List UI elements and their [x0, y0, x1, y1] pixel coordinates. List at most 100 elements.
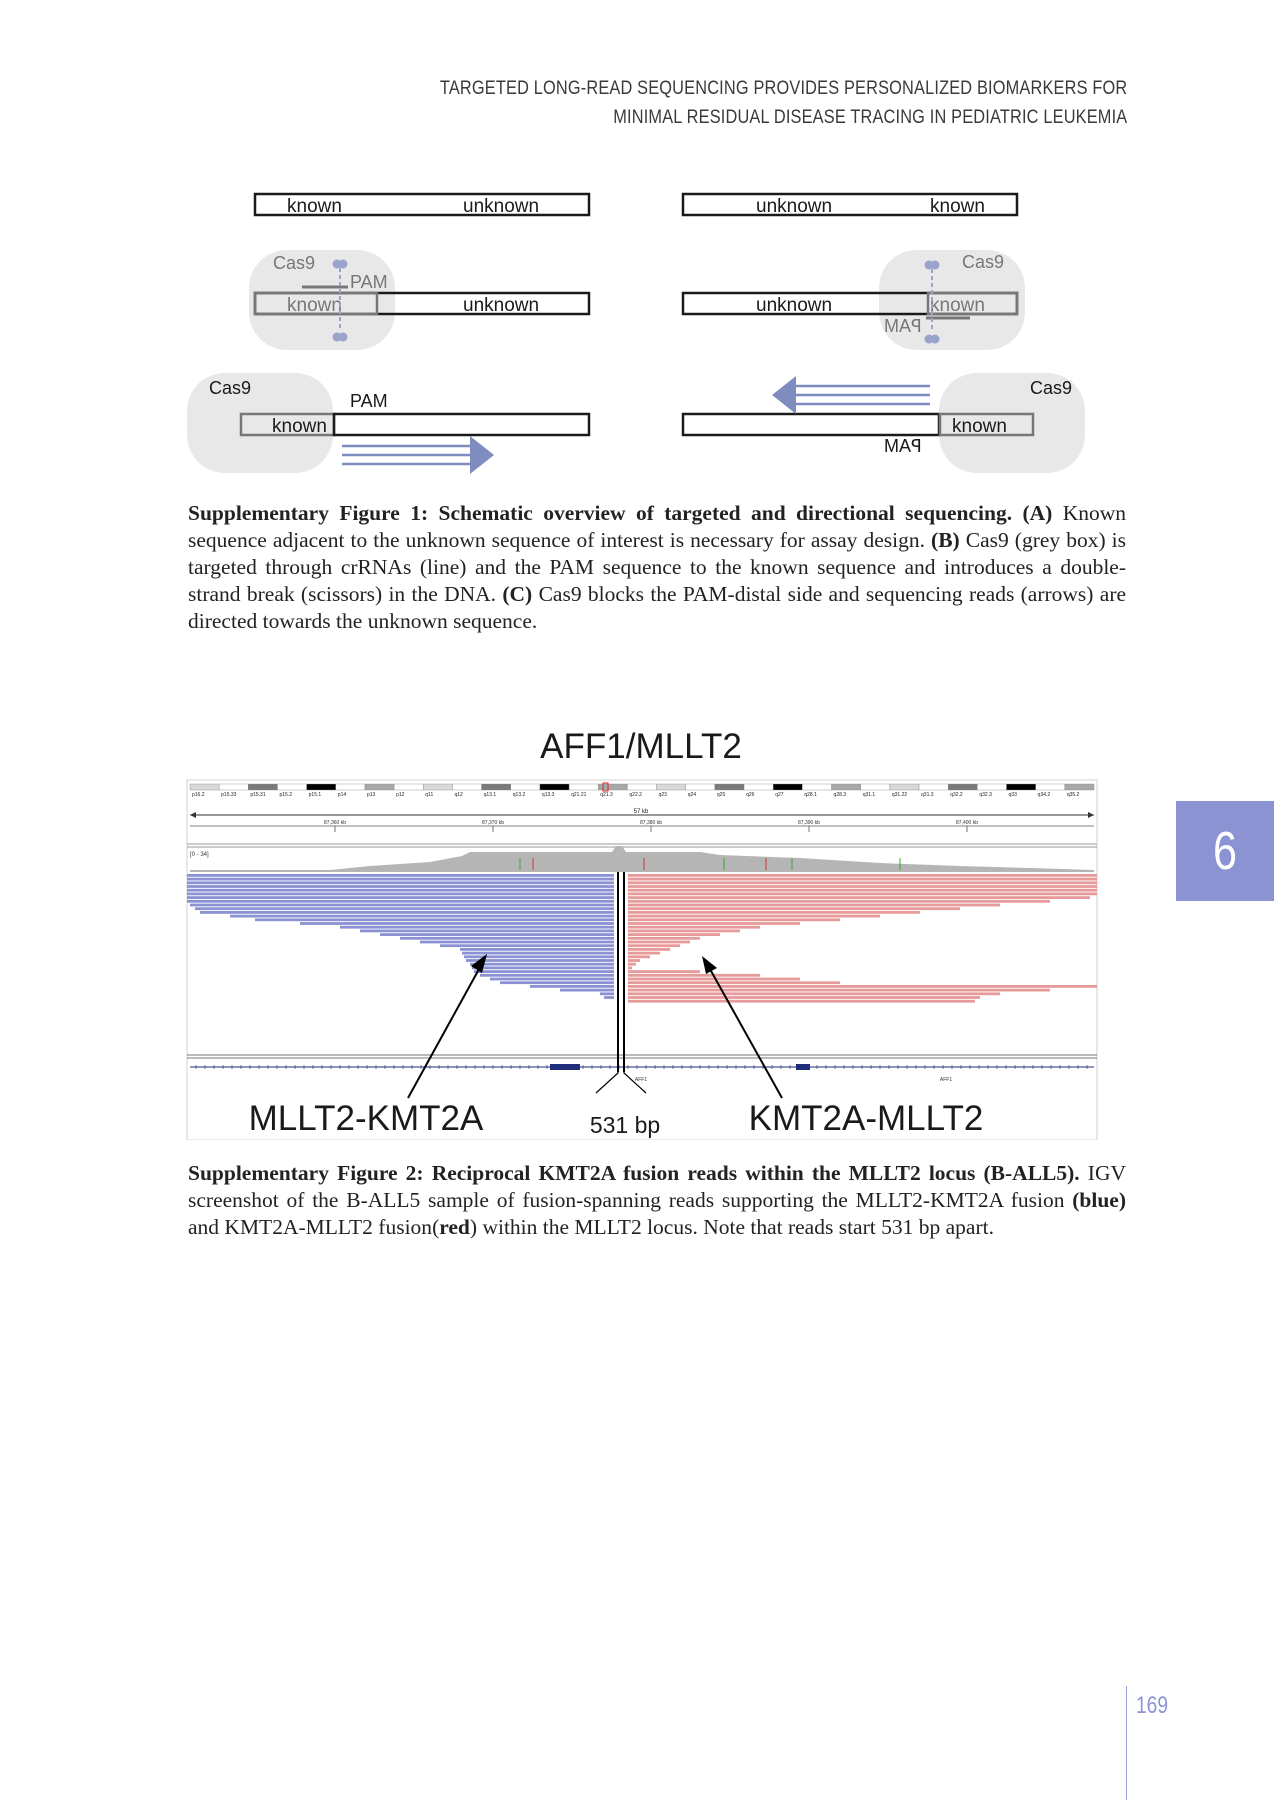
ideogram-band	[481, 783, 511, 791]
read	[628, 940, 690, 944]
figure-2-igv: AFF1/MLLT2 p16.2 p15.33 p15.31 p15.2 p15.1 p1…	[186, 727, 1098, 1140]
caption-2-label: Supplementary Figure 2: Reciprocal KMT2A…	[188, 1161, 1080, 1185]
chapter-tab: 6	[1176, 801, 1274, 901]
cas9-box	[249, 250, 395, 350]
read	[628, 896, 1090, 899]
read	[628, 996, 980, 999]
read	[200, 911, 614, 914]
read	[360, 929, 614, 933]
gene-track: AFF1 AFF1	[187, 1054, 1097, 1083]
read	[628, 903, 1000, 907]
reads-kmt2a-mllt2	[628, 874, 1097, 1003]
read	[628, 970, 700, 973]
ideogram-band	[714, 783, 745, 791]
read	[628, 962, 636, 966]
read	[628, 959, 640, 962]
scissors-icon	[924, 260, 940, 344]
read	[190, 903, 614, 907]
cas9-label: Cas9	[962, 252, 1004, 272]
read	[628, 955, 650, 959]
ideogram-band-label: q23	[659, 792, 668, 798]
known-label: known	[930, 196, 985, 217]
read	[340, 925, 614, 929]
read	[470, 962, 614, 966]
ideogram-band	[335, 783, 366, 791]
caption-1-c-text: Cas9 blocks the PAM-distal side and sequ…	[188, 582, 1127, 633]
ideogram-band	[1064, 783, 1095, 791]
caption-2-red-close: )	[469, 1215, 478, 1239]
running-header-line-2: minimal residual disease tracing in pedi…	[612, 107, 1127, 128]
read	[255, 918, 614, 922]
read	[628, 885, 1097, 888]
ideogram-band-label: p15.1	[309, 792, 322, 798]
ideogram-band	[539, 783, 570, 791]
read	[460, 948, 614, 951]
read	[600, 992, 614, 996]
read	[628, 881, 1097, 885]
caption-1-c-label: (C)	[502, 582, 533, 606]
ideogram-band-label: p16.2	[192, 792, 205, 798]
ideogram-band	[277, 783, 307, 791]
ideogram-band	[1035, 783, 1066, 791]
sequencing-reads-arrow-left	[772, 376, 930, 414]
cas9-label: Cas9	[1030, 378, 1072, 398]
ideogram-band	[189, 783, 220, 791]
ideogram-band-label: p12	[396, 792, 405, 798]
ideogram-band-label: q22.2	[629, 792, 642, 798]
read	[628, 973, 760, 977]
panel-b-right: Cas9 unknown known MAꟼ	[681, 250, 1025, 350]
ruler-span: 57 kb	[634, 809, 649, 815]
ideogram-band	[773, 783, 803, 791]
ideogram-band-label: q13.3	[542, 792, 555, 798]
panel-c-right: Cas9 known MAꟼ	[681, 373, 1085, 473]
read	[628, 948, 670, 951]
caption-1-a-label: (A)	[1022, 501, 1053, 525]
ideogram-band-label: q25	[717, 792, 726, 798]
ruler-tick-label: 87,370 kb	[482, 820, 504, 826]
ideogram-band	[743, 783, 774, 791]
read	[628, 907, 960, 911]
pam-label-reversed: MAꟼ	[884, 436, 922, 456]
ideogram-band	[802, 783, 832, 791]
caption-2-blue: (blue)	[1072, 1188, 1126, 1212]
read	[628, 877, 1097, 881]
running-header: Targeted long-read sequencing provides p…	[440, 74, 1127, 132]
read	[187, 888, 614, 892]
read	[474, 970, 614, 973]
known-label: known	[272, 416, 327, 437]
read	[628, 936, 700, 940]
read	[300, 922, 614, 925]
cas9-box	[939, 373, 1085, 473]
ideogram-band	[656, 783, 686, 791]
caption-2-text-b: and KMT2A-MLLT2 fusion	[188, 1215, 433, 1239]
read	[187, 877, 614, 881]
ideogram-band-label: q28.1	[804, 792, 817, 798]
ideogram-band	[510, 783, 541, 791]
panel-a-left: known unknown	[253, 192, 591, 217]
read	[230, 914, 614, 918]
breakpoint-markers	[595, 872, 647, 1094]
read	[187, 899, 614, 903]
read	[466, 959, 614, 962]
read	[628, 944, 680, 948]
ideogram-band	[889, 783, 920, 791]
ideogram-band	[627, 783, 657, 791]
ideogram-band	[947, 783, 978, 791]
page-number: 169	[1136, 1692, 1169, 1719]
caption-2-red-open: (	[432, 1215, 440, 1239]
annotation-arrow-left	[407, 954, 487, 1099]
ideogram-band-label: q13.2	[513, 792, 526, 798]
caption-1-b-label: (B)	[931, 528, 960, 552]
ideogram-band-label: q21.3	[600, 792, 613, 798]
read	[187, 885, 614, 888]
read	[400, 936, 614, 940]
igv-frame	[186, 779, 1098, 1140]
ideogram-band-label: q11	[425, 792, 433, 798]
read	[628, 888, 1097, 892]
ruler-tick-label: 87,380 kb	[640, 820, 662, 826]
ideogram-band-label: q31.1	[863, 792, 876, 798]
cas9-box	[187, 373, 333, 473]
read	[628, 922, 800, 925]
unknown-label: unknown	[463, 295, 539, 316]
figure-1-caption: Supplementary Figure 1: Schematic overvi…	[188, 500, 1126, 635]
